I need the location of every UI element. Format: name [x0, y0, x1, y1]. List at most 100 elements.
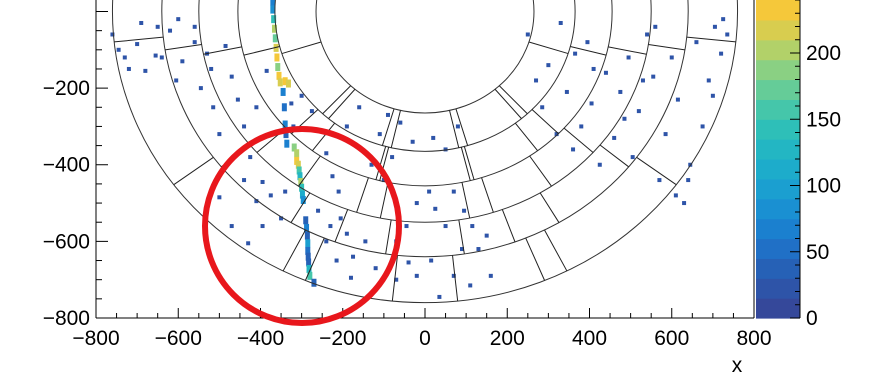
colorbar-band [756, 278, 800, 299]
scatter-hit [682, 201, 687, 206]
sector-boundary [114, 36, 322, 56]
track-hit [305, 246, 311, 255]
colorbar-band [756, 119, 800, 140]
track-hit [283, 130, 289, 139]
scatter-hit [460, 247, 465, 252]
scatter-hit [712, 24, 717, 29]
scatter-hit [198, 86, 203, 91]
track-hit [307, 271, 313, 280]
y-tick-label: −400 [43, 154, 90, 177]
track-hit [282, 77, 288, 86]
scatter-hit [242, 178, 247, 183]
scatter-hit [640, 78, 645, 83]
scatter-hit [381, 178, 386, 183]
scatter-hit [468, 283, 473, 288]
scatter-hit [235, 97, 240, 102]
scatter-hit [651, 74, 656, 79]
colorbar-band [756, 79, 800, 100]
track-hit [294, 149, 300, 158]
scatter-hit [377, 132, 382, 137]
track-hit [271, 24, 277, 33]
track-hit [299, 190, 305, 199]
scatter-hit [706, 78, 711, 83]
scatter-hit [229, 74, 234, 79]
sector-boundary [528, 36, 736, 56]
scatter-hit [437, 294, 442, 299]
colorbar-band [756, 19, 800, 41]
track-hit [305, 252, 311, 261]
scatter-hit [229, 224, 234, 229]
track-hit [298, 177, 304, 186]
scatter-hit [324, 239, 329, 244]
scatter-hit [673, 193, 678, 198]
track-hit [271, 15, 277, 24]
scatter-hit [571, 147, 576, 152]
y-tick-label: −600 [43, 230, 90, 253]
scatter-hit [180, 59, 185, 64]
scatter-hit [700, 124, 705, 129]
scatter-hit [153, 53, 158, 58]
scatter-hit [725, 32, 730, 37]
scatter-hit [254, 199, 259, 204]
scatter-hit [663, 132, 668, 137]
scatter-hit [264, 68, 269, 73]
scatter-hit [719, 51, 724, 56]
scatter-hit [385, 112, 390, 117]
track-hit [273, 43, 279, 52]
x-tick-label: −800 [72, 327, 119, 350]
scatter-hit [242, 124, 247, 129]
scatter-hit [116, 47, 121, 52]
scatter-hit [159, 55, 164, 60]
scatter-hit [328, 224, 333, 229]
sector-boundary [304, 110, 401, 281]
colorbar-band [756, 159, 800, 180]
scatter-hit [476, 247, 481, 252]
track-hit [280, 87, 286, 96]
scatter-hit [564, 89, 569, 94]
x-tick-label: 200 [490, 327, 525, 350]
scatter-hit [209, 66, 214, 71]
scatter-hit [540, 105, 545, 110]
track-hit [311, 278, 317, 287]
track-hit [295, 160, 301, 169]
scatter-hit [414, 201, 419, 206]
scatter-hit [554, 132, 559, 137]
colorbar-band [756, 218, 800, 240]
scatter-hit [455, 124, 460, 129]
scatter-hit [585, 40, 590, 45]
scatter-hit [390, 155, 395, 160]
track-hit [272, 34, 278, 43]
scatter-hit [344, 231, 349, 236]
track-hit [284, 139, 290, 148]
scatter-hit [223, 43, 228, 48]
sector-boundary [449, 110, 546, 281]
scatter-hit [122, 55, 127, 60]
scatter-hit [669, 55, 674, 60]
scatter-hit [653, 24, 658, 29]
colorbar-tick-label: 50 [806, 241, 829, 264]
track-hit [304, 231, 310, 240]
hits-layer [110, 0, 730, 299]
x-tick-label: 400 [572, 327, 607, 350]
track-hit [270, 5, 276, 14]
colorbar-tick-label: 100 [806, 175, 841, 198]
scatter-hit [348, 275, 353, 280]
scatter-hit [443, 147, 448, 152]
detector-ring [198, 0, 652, 223]
scatter-hit [427, 189, 432, 194]
scatter-hit [462, 208, 467, 213]
scatter-hit [626, 55, 631, 60]
scatter-hit [675, 97, 680, 102]
scatter-hit [558, 20, 563, 25]
colorbar-band [756, 59, 800, 81]
scatter-hit [260, 179, 265, 184]
scatter-hit [484, 233, 489, 238]
scatter-hit [248, 155, 253, 160]
scatter-hit [351, 254, 356, 259]
scatter-hit [260, 224, 265, 229]
scatter-hit [246, 241, 251, 246]
scatter-hit [126, 66, 131, 71]
scatter-hit [135, 42, 140, 47]
sector-boundary [282, 88, 356, 272]
